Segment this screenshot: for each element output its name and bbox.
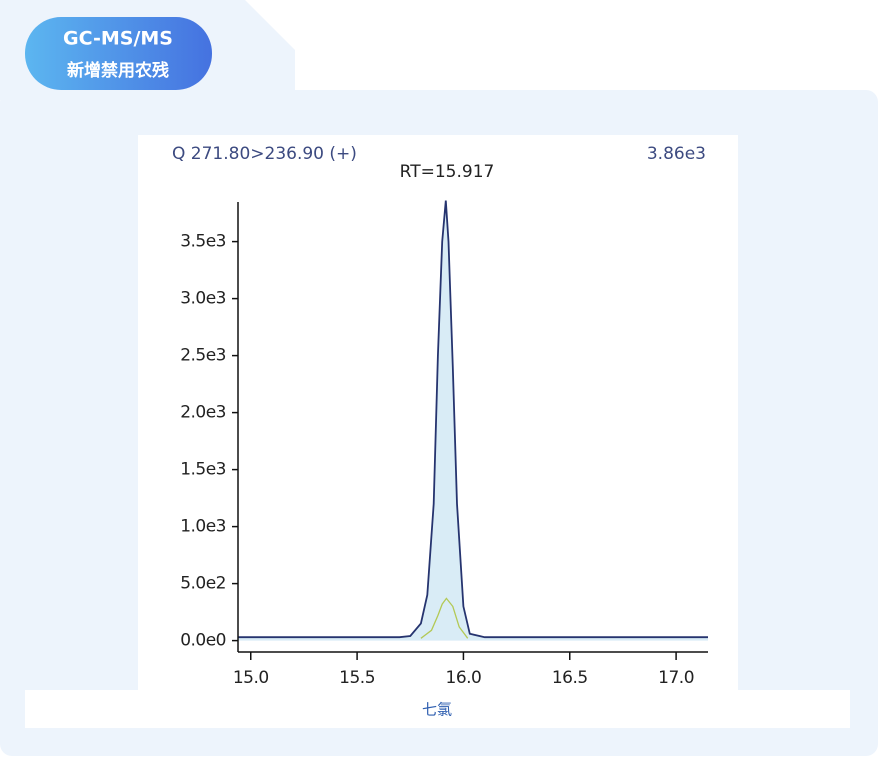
- caption: 七氯: [422, 701, 452, 719]
- y-tick-label: 1.5e3: [180, 460, 226, 480]
- badge-line2: 新增禁用农残: [67, 60, 169, 81]
- y-tick-label: 2.5e3: [180, 346, 226, 366]
- badge: [25, 17, 212, 90]
- badge-line1: GC-MS/MS: [63, 28, 173, 50]
- y-tick-label: 2.0e3: [180, 403, 226, 423]
- trace: [238, 200, 708, 639]
- y-tick-label: 3.5e3: [180, 232, 226, 252]
- x-tick-label: 16.5: [552, 668, 588, 688]
- x-tick-label: 15.5: [339, 668, 375, 688]
- y-tick-label: 5.0e2: [180, 574, 226, 594]
- chart-title: Q 271.80>236.90 (+): [172, 144, 357, 164]
- x-tick-label: 15.0: [233, 668, 269, 688]
- x-tick-label: 17.0: [658, 668, 694, 688]
- caption-box: [25, 690, 850, 728]
- y-tick-label: 0.0e0: [180, 631, 226, 651]
- y-tick-label: 1.0e3: [180, 517, 226, 537]
- plot: 3.86e3 RT=15.917 0.0e0 5.0e2 1.0e3 1.5e3 2.0e3…: [180, 144, 708, 688]
- annotation: RT=15.917: [400, 162, 495, 182]
- y-tick-label: 3.0e3: [180, 289, 226, 309]
- annotation: 3.86e3: [647, 144, 706, 164]
- x-tick-label: 16.0: [446, 668, 482, 688]
- trace: [420, 597, 469, 639]
